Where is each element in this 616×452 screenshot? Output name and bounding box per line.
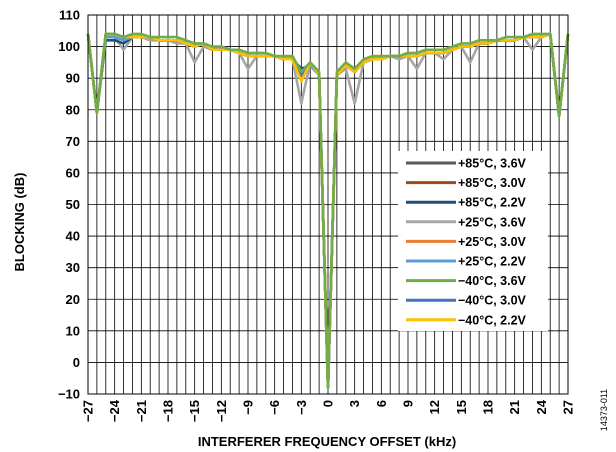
y-tick-label: 70	[66, 134, 80, 149]
x-tick-label: −21	[134, 400, 149, 422]
x-tick-label: 24	[534, 399, 549, 414]
y-tick-label: 0	[73, 355, 80, 370]
x-tick-label: 21	[507, 400, 522, 414]
x-tick-label: −6	[267, 400, 282, 415]
y-tick-label: 10	[66, 323, 80, 338]
x-tick-label: −15	[187, 400, 202, 422]
y-tick-label: 90	[66, 71, 80, 86]
x-tick-label: −24	[107, 399, 122, 422]
x-tick-label: −3	[294, 400, 309, 415]
figure-id: 14373-011	[599, 389, 609, 431]
plot-frame	[87, 14, 569, 395]
y-tick-label: 80	[66, 102, 80, 117]
y-axis-title: BLOCKING (dB)	[12, 173, 27, 272]
x-tick-label: 9	[401, 400, 416, 407]
series-layer	[86, 32, 570, 389]
y-tick-label: 100	[58, 39, 80, 54]
x-tick-label: 18	[481, 400, 496, 414]
x-axis-title: INTERFERER FREQUENCY OFFSET (kHz)	[198, 434, 456, 449]
legend-label: −40°C, 3.0V	[458, 294, 527, 308]
legend-label: +25°C, 2.2V	[458, 255, 527, 269]
x-tick-label: 3	[347, 400, 362, 407]
x-tick-label: 0	[321, 400, 336, 407]
legend-label: +25°C, 3.6V	[458, 215, 527, 229]
legend-label: −40°C, 2.2V	[458, 313, 527, 327]
x-tick-label: 27	[561, 400, 576, 414]
y-axis-ticks: −10 0 10 20 30 40 50 60 70 80 90 100 110	[58, 8, 80, 402]
legend: +85°C, 3.6V +85°C, 3.0V +85°C, 2.2V +25°C, …	[398, 151, 548, 331]
legend-label: +85°C, 3.6V	[458, 157, 527, 171]
y-tick-label: 30	[66, 260, 80, 275]
x-tick-label: 15	[454, 400, 469, 414]
x-tick-label: −27	[81, 400, 96, 422]
legend-label: +85°C, 2.2V	[458, 196, 527, 210]
x-tick-label: 6	[374, 400, 389, 407]
legend-label: −40°C, 3.6V	[458, 274, 527, 288]
legend-label: +25°C, 3.0V	[458, 235, 527, 249]
y-tick-label: 50	[66, 197, 80, 212]
y-tick-label: 40	[66, 229, 80, 244]
y-tick-label: −10	[58, 387, 80, 402]
legend-label: +85°C, 3.0V	[458, 176, 527, 190]
x-tick-label: −9	[241, 400, 256, 415]
x-tick-label: 12	[427, 400, 442, 414]
x-axis-ticks: −27 −24 −21 −18 −15 −12 −9 −6 −3 0 3 6 9 12 15 18 21 24 27	[81, 399, 576, 422]
x-tick-label: −12	[214, 400, 229, 422]
y-tick-label: 60	[66, 165, 80, 180]
x-tick-label: −18	[161, 400, 176, 422]
y-tick-label: 20	[66, 292, 80, 307]
series-line	[86, 32, 570, 389]
y-tick-label: 110	[59, 8, 80, 23]
